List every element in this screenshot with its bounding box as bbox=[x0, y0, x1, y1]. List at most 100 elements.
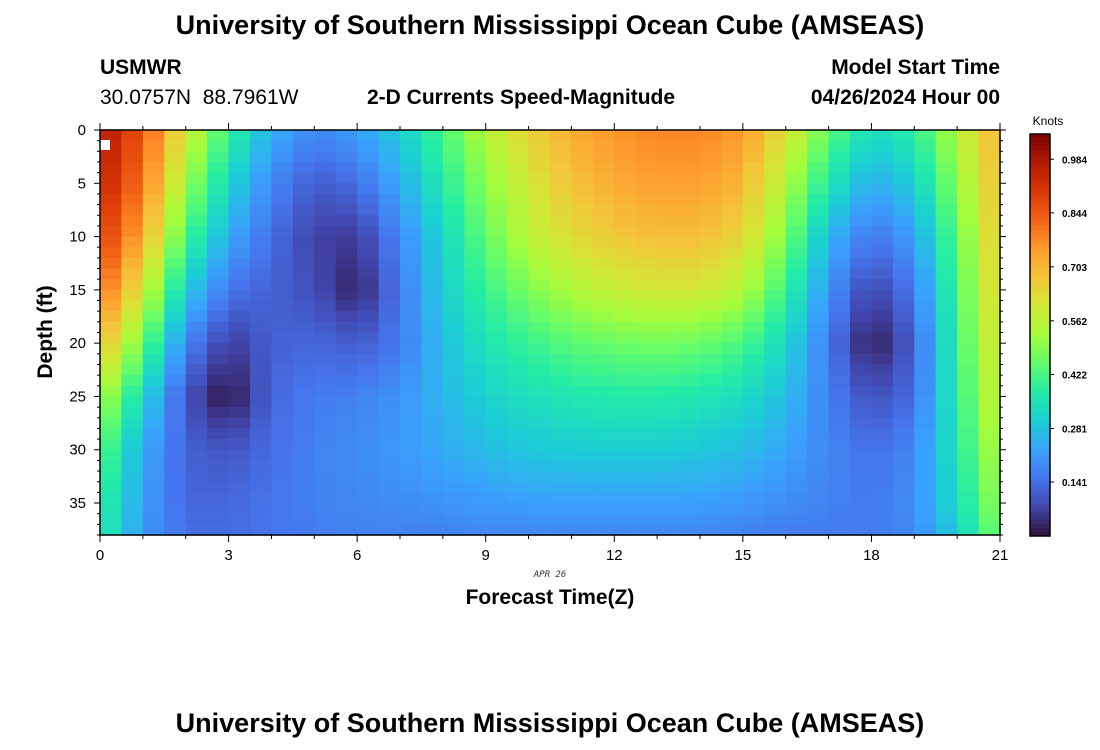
heatmap-cell bbox=[571, 481, 594, 493]
heatmap-cell bbox=[807, 471, 830, 483]
heatmap-cell bbox=[871, 279, 894, 291]
heatmap-cell bbox=[957, 268, 980, 280]
colorbar-segment bbox=[1030, 459, 1050, 465]
heatmap-cell bbox=[400, 396, 423, 408]
heatmap-cell bbox=[978, 407, 1001, 419]
heatmap-cell bbox=[892, 279, 915, 291]
heatmap-cell bbox=[700, 524, 723, 536]
heatmap-cell bbox=[228, 321, 251, 334]
heatmap-cell bbox=[207, 257, 230, 270]
heatmap-cell bbox=[657, 225, 680, 238]
heatmap-cell bbox=[850, 172, 873, 184]
heatmap-cell bbox=[292, 471, 315, 483]
heatmap-cell bbox=[271, 236, 294, 248]
heatmap-cell bbox=[592, 193, 615, 206]
heatmap-cell bbox=[121, 321, 144, 334]
heatmap-cell bbox=[357, 225, 380, 238]
heatmap-cell bbox=[314, 417, 337, 430]
heatmap-cell bbox=[378, 215, 401, 227]
y-tick-label: 25 bbox=[69, 388, 86, 405]
colorbar-segment bbox=[1030, 186, 1050, 191]
heatmap-cell bbox=[485, 343, 508, 355]
colorbar-segment bbox=[1030, 242, 1050, 248]
heatmap-cell bbox=[121, 236, 144, 248]
heatmap-cell bbox=[592, 151, 615, 163]
heatmap-cell bbox=[271, 225, 294, 238]
heatmap-cell bbox=[185, 236, 208, 248]
heatmap-cell bbox=[164, 471, 187, 483]
heatmap-cell bbox=[957, 471, 980, 483]
heatmap-cell bbox=[250, 140, 273, 152]
heatmap-cell bbox=[142, 396, 165, 408]
heatmap-cell bbox=[550, 300, 573, 312]
heatmap-cell bbox=[935, 257, 958, 270]
heatmap-cell bbox=[335, 172, 358, 184]
heatmap-cell bbox=[914, 204, 937, 216]
heatmap-cell bbox=[228, 460, 251, 472]
heatmap-cell bbox=[871, 407, 894, 419]
heatmap-cell bbox=[357, 204, 380, 216]
heatmap-cell bbox=[228, 492, 251, 504]
heatmap-cell bbox=[785, 396, 808, 408]
heatmap-cell bbox=[742, 375, 765, 387]
heatmap-cell bbox=[935, 215, 958, 227]
heatmap-cell bbox=[485, 172, 508, 184]
heatmap-cell bbox=[142, 524, 165, 536]
heatmap-cell bbox=[271, 385, 294, 398]
heatmap-cell bbox=[978, 332, 1001, 344]
heatmap-cell bbox=[421, 492, 444, 504]
colorbar-segment bbox=[1030, 322, 1050, 328]
heatmap-cell bbox=[164, 407, 187, 419]
heatmap-cell bbox=[142, 481, 165, 493]
heatmap-cell bbox=[378, 353, 401, 366]
colorbar-segment bbox=[1030, 158, 1050, 163]
colorbar-segment bbox=[1030, 343, 1050, 348]
heatmap-cell bbox=[571, 268, 594, 280]
heatmap-cell bbox=[121, 204, 144, 216]
heatmap-cell bbox=[807, 257, 830, 270]
heatmap-cell bbox=[785, 364, 808, 376]
heatmap-cell bbox=[142, 172, 165, 184]
heatmap-cell bbox=[614, 503, 637, 515]
heatmap-cell bbox=[292, 172, 315, 184]
heatmap-cell bbox=[978, 385, 1001, 398]
heatmap-cell bbox=[871, 151, 894, 163]
heatmap-cell bbox=[164, 289, 187, 302]
heatmap-cell bbox=[871, 353, 894, 366]
heatmap-cell bbox=[528, 151, 551, 163]
heatmap-cell bbox=[292, 215, 315, 227]
heatmap-cell bbox=[935, 311, 958, 323]
heatmap-cell bbox=[892, 439, 915, 451]
heatmap-cell bbox=[292, 300, 315, 312]
heatmap-cell bbox=[121, 257, 144, 270]
heatmap-cell bbox=[121, 503, 144, 515]
heatmap-cell bbox=[485, 236, 508, 248]
heatmap-cell bbox=[721, 247, 744, 259]
colorbar-segment bbox=[1030, 246, 1050, 252]
axis-ticks bbox=[94, 123, 1006, 542]
heatmap-cell bbox=[957, 130, 980, 142]
heatmap-cell bbox=[335, 332, 358, 344]
heatmap-cell bbox=[100, 215, 123, 227]
heatmap-cell bbox=[185, 161, 208, 174]
heatmap-cell bbox=[142, 300, 165, 312]
heatmap-cell bbox=[871, 130, 894, 142]
heatmap-cell bbox=[271, 161, 294, 174]
heatmap-cell bbox=[507, 449, 530, 461]
heatmap-cell bbox=[592, 236, 615, 248]
heatmap-cell bbox=[271, 172, 294, 184]
heatmap-cell bbox=[635, 343, 658, 355]
heatmap-cell bbox=[442, 161, 465, 174]
heatmap-cell bbox=[442, 353, 465, 366]
heatmap-cell bbox=[614, 428, 637, 440]
heatmap-cell bbox=[271, 204, 294, 216]
heatmap-cell bbox=[421, 332, 444, 344]
heatmap-cell bbox=[185, 183, 208, 195]
heatmap-cell bbox=[335, 364, 358, 376]
heatmap-cell bbox=[121, 225, 144, 238]
heatmap-cell bbox=[400, 407, 423, 419]
heatmap-cell bbox=[142, 193, 165, 206]
heatmap-cell bbox=[592, 183, 615, 195]
heatmap-cell bbox=[400, 332, 423, 344]
heatmap-cell bbox=[721, 193, 744, 206]
